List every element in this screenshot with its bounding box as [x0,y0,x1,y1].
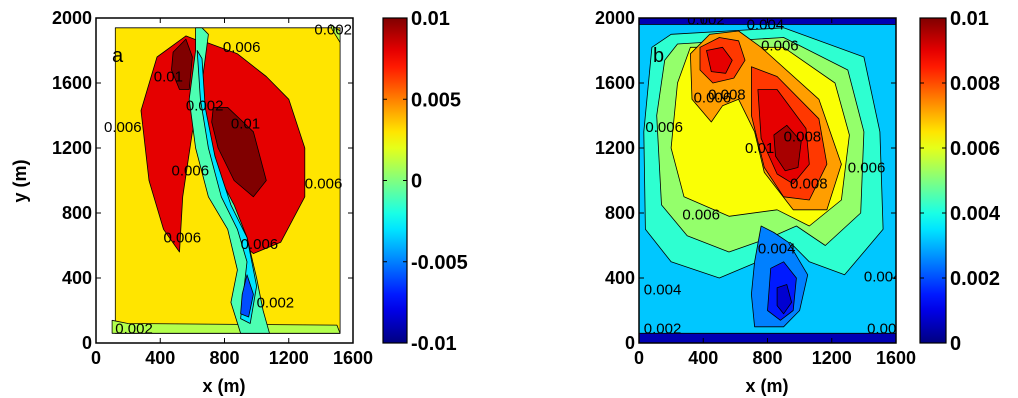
y-tick-label: 400 [605,268,635,288]
contour-label-11: 0.004 [758,241,796,258]
y-tick-label: 0 [82,333,92,353]
contour-label-8: 0.01 [154,68,183,85]
contour-label-7: 0.008 [708,86,746,103]
colorbar-a-ticks: -0.01 -0.005 0 0.005 0.01 [383,8,468,355]
colorbar-b-gradient [919,17,947,344]
y-tick-label: 2000 [52,8,92,28]
contour-region-7 [706,46,733,74]
contour-label-5: 0.006 [164,229,202,246]
contour-label-0: 0.002 [687,12,725,29]
contour-region-3 [171,38,193,90]
contour-region-4 [211,107,267,198]
contour-label-4: 0.006 [694,90,732,107]
panel-a-label: a [112,45,124,67]
panel-b-y-ticks: 0 400 800 1200 1600 2000 [595,8,896,353]
contour-label-13: 0.004 [644,281,682,298]
contour-region-12 [776,284,792,315]
panel-a-x-axis-label: x (m) [202,376,245,396]
contour-region-9 [773,124,802,172]
colorbar-b: 0 0.002 0.004 0.006 0.008 0.01 [919,8,1001,355]
contour-region-9 [240,274,254,318]
x-tick-label: 1600 [876,348,916,368]
contour-region-6 [330,24,341,43]
colorbar-tick-label: 0.002 [950,268,1000,290]
contour-label-2: 0.006 [104,119,142,136]
panel-b-label: b [653,45,664,67]
colorbar-tick-label: 0.004 [950,203,1001,225]
contour-label-8: 0.008 [784,129,822,146]
y-tick-label: 1600 [52,73,92,93]
panel-a-y-ticks: 0 400 800 1200 1600 2000 [52,8,353,353]
x-tick-label: 1600 [333,348,373,368]
panel-b-contour-labels: 0.002 0.0040.0060.0060.0060.0060.0060.008… [644,12,905,337]
contour-label-7: 0.006 [223,39,261,56]
y-tick-label: 2000 [595,8,635,28]
colorbar-tick-label: 0 [411,171,422,193]
colorbar-tick-label: 0.008 [950,73,1000,95]
panel-a-fills [111,24,341,334]
colorbar-tick-label: 0.01 [950,8,989,30]
contour-label-5: 0.006 [682,207,720,224]
contour-label-1: 0.002 [115,320,153,337]
colorbar-b-ticks: 0 0.002 0.004 0.006 0.008 0.01 [920,8,1001,355]
panel-b-x-ticks: 0 400 800 1200 1600 [634,18,916,368]
y-tick-label: 1600 [595,73,635,93]
x-tick-label: 400 [145,348,175,368]
contour-label-9: 0.01 [231,116,260,133]
contour-label-6: 0.006 [172,163,210,180]
colorbar-tick-label: 0.006 [950,138,1000,160]
panel-b: 0.002 0.0040.0060.0060.0060.0060.0060.008… [595,8,916,396]
y-tick-label: 800 [605,203,635,223]
x-tick-label: 1200 [269,348,309,368]
contour-label-3: 0.006 [645,119,683,136]
y-tick-label: 400 [62,268,92,288]
colorbar-tick-label: 0.005 [411,89,461,111]
y-tick-label: 1200 [52,138,92,158]
contour-label-9: 0.008 [790,176,828,193]
colorbar-tick-label: -0.005 [411,252,468,274]
contour-label-6: 0.006 [848,159,886,176]
panel-a-x-ticks: 0 400 800 1200 1600 [91,18,373,368]
contour-label-14: 0.002 [644,320,682,337]
panel-b-fills [639,18,896,343]
contour-label-0: 0.002 [314,21,352,38]
panel-a-y-axis-label: y (m) [10,159,30,202]
x-tick-label: 0 [634,348,644,368]
contour-label-15: 0.002 [867,320,905,337]
panel-a: 0.002 0.002 0.006 0.006 0.006 0.006 0.006 0.006… [10,8,373,396]
panel-a-contour-labels: 0.002 0.002 0.006 0.006 0.006 0.006 0.006 0.006… [104,21,352,337]
contour-label-1: 0.004 [747,16,785,33]
contour-region-5 [111,319,341,334]
y-tick-label: 800 [62,203,92,223]
colorbar-tick-label: -0.01 [411,333,457,355]
contour-label-12: 0.004 [864,268,902,285]
colorbar-tick-label: 0 [950,333,961,355]
x-tick-label: 800 [752,348,782,368]
contour-label-2: 0.006 [761,38,799,55]
contour-label-11: 0.002 [257,294,295,311]
contour-label-10: 0.002 [186,98,224,115]
y-tick-label: 1200 [595,138,635,158]
y-tick-label: 0 [625,333,635,353]
contour-label-4: 0.006 [241,236,279,253]
x-tick-label: 1200 [812,348,852,368]
contour-label-3: 0.006 [305,176,343,193]
colorbar-a: -0.01 -0.005 0 0.005 0.01 [382,8,468,355]
panel-b-x-axis-label: x (m) [745,376,788,396]
x-tick-label: 0 [91,348,101,368]
x-tick-label: 400 [688,348,718,368]
contour-label-10: 0.01 [745,140,774,157]
x-tick-label: 800 [209,348,239,368]
colorbar-tick-label: 0.01 [411,8,450,30]
